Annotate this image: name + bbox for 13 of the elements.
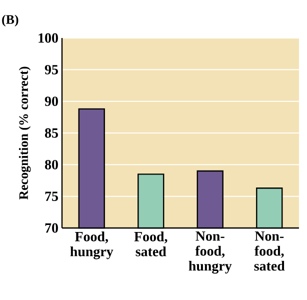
x-tick-label: Food, hungry [70,232,114,260]
y-tick-label: 100 [38,33,58,43]
y-tick-label: 75 [45,192,58,201]
y-tick-label: 80 [45,160,58,170]
y-tick-label: 95 [44,64,58,74]
y-axis-title: Recognition (% correct) [18,66,31,200]
x-tick-label: Non-food, sated [254,232,285,271]
x-tick-label: Food, sated [134,232,168,256]
chart-title: (B) [2,14,18,26]
x-tick-label: Non-food, hungry [188,232,232,274]
y-tick-label: 70 [45,223,58,233]
y-tick-label: 85 [45,128,58,138]
y-tick-label: 90 [44,96,58,106]
